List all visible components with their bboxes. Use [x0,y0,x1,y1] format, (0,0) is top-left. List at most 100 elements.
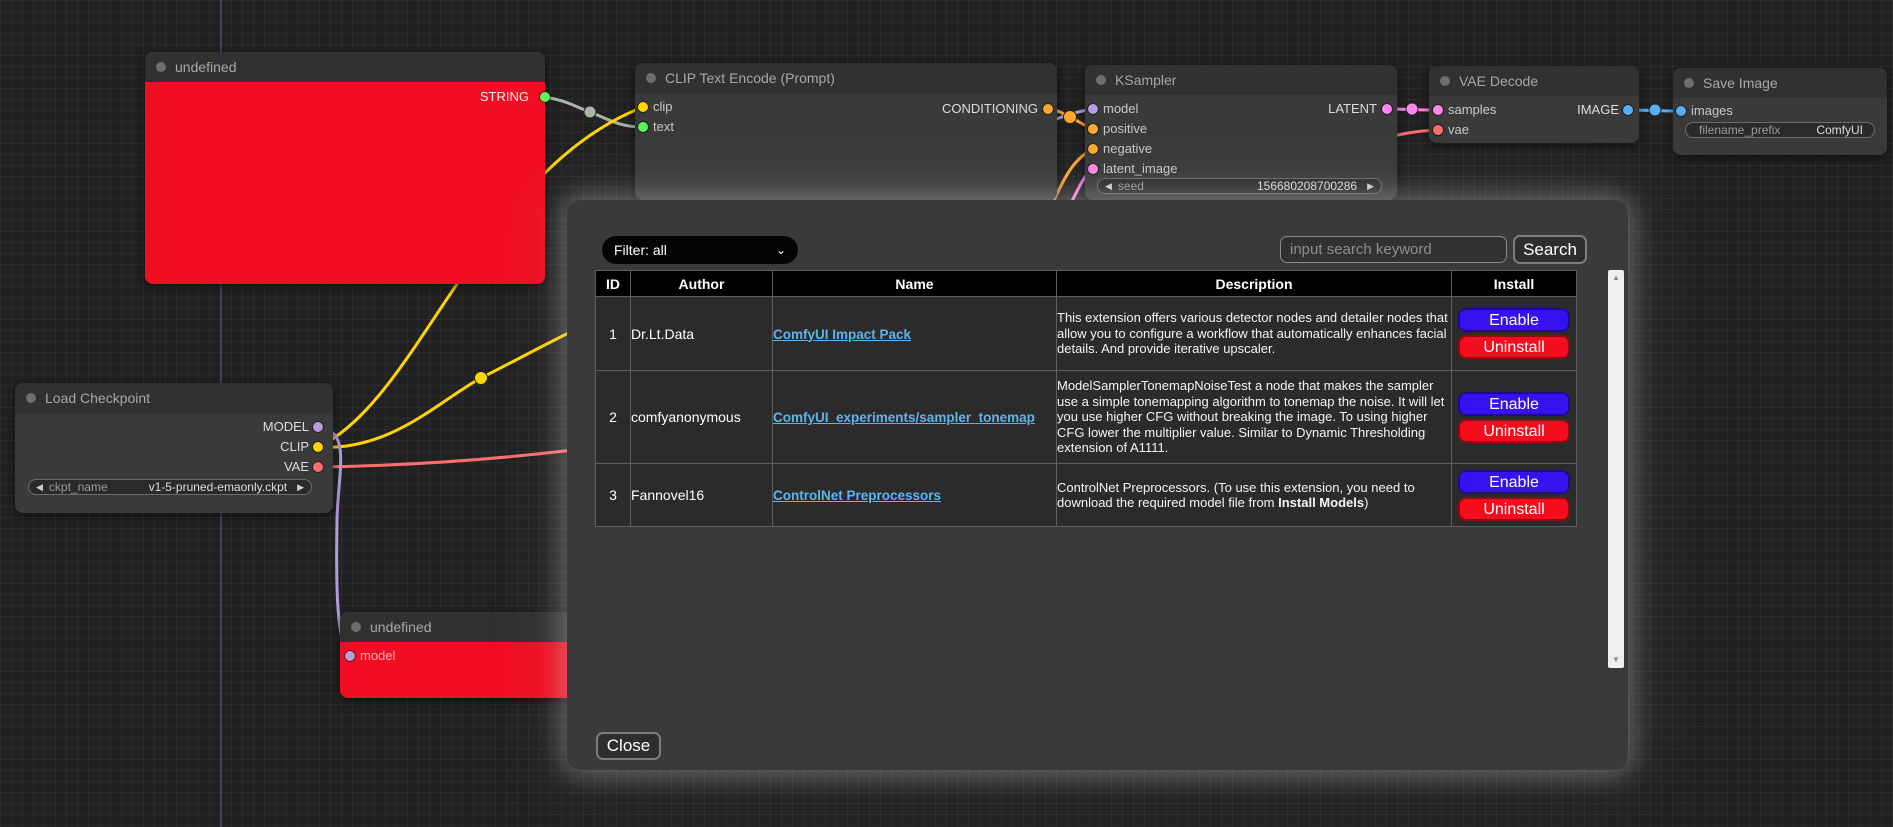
reroute-dot-conditioning[interactable] [1063,110,1077,124]
node-body [1429,96,1639,143]
extension-table: ID Author Name Description Install 1 Dr.… [595,270,1577,527]
cell-id: 3 [595,463,631,527]
output-label: VAE [283,459,309,474]
input-label: positive [1103,121,1148,136]
node-body [635,93,1057,200]
node-title-bar[interactable]: undefined [340,612,580,642]
increment-arrow-icon[interactable]: ▶ [1367,181,1374,191]
input-slot-latent-image[interactable] [1088,164,1098,174]
node-body [15,413,333,513]
search-button[interactable]: Search [1513,235,1587,264]
cell-description: ControlNet Preprocessors. (To use this e… [1056,463,1452,527]
input-label: model [1103,101,1139,116]
node-status-dot-icon [156,62,166,72]
node-ksampler[interactable]: KSampler model positive negative latent_… [1085,65,1397,200]
extension-link[interactable]: ControlNet Preprocessors [773,488,942,503]
output-slot-string[interactable] [540,92,550,102]
output-slot-conditioning[interactable] [1043,104,1053,114]
node-title: undefined [370,619,432,635]
widget-name: ckpt_name [48,480,108,494]
node-body-error [340,642,580,698]
output-slot-clip[interactable] [313,442,323,452]
reroute-dot-string[interactable] [583,105,597,119]
node-status-dot-icon [1684,78,1694,88]
node-title-bar[interactable]: Save Image [1673,68,1887,98]
header-description: Description [1056,270,1452,297]
enable-button[interactable]: Enable [1458,469,1570,494]
input-slot-text[interactable] [638,122,648,132]
input-label: clip [653,99,673,114]
input-slot-vae[interactable] [1433,125,1443,135]
decrement-arrow-icon[interactable]: ◀ [1105,181,1112,191]
cell-install: Enable Uninstall [1451,296,1577,371]
table-header-row: ID Author Name Description Install [595,270,1577,297]
header-author: Author [630,270,773,297]
scroll-up-icon[interactable]: ▲ [1612,273,1620,282]
node-title: KSampler [1115,72,1177,88]
scroll-down-icon[interactable]: ▼ [1612,655,1620,664]
cell-author: comfyanonymous [630,370,773,464]
node-load-checkpoint[interactable]: Load Checkpoint MODEL CLIP VAE ◀ ckpt_na… [15,383,333,513]
output-label: CONDITIONING [941,101,1038,116]
reroute-dot-image[interactable] [1648,103,1662,117]
widget-name: seed [1117,179,1144,193]
search-input[interactable] [1280,236,1507,263]
output-label: IMAGE [1577,102,1619,117]
cell-description: This extension offers various detector n… [1056,296,1452,371]
output-slot-image[interactable] [1623,105,1633,115]
seed-stepper[interactable]: ◀ seed 156680208700286 ▶ [1097,178,1382,194]
enable-button[interactable]: Enable [1458,391,1570,416]
node-save-image[interactable]: Save Image images filename_prefix ComfyU… [1673,68,1887,155]
enable-button[interactable]: Enable [1458,308,1570,332]
node-status-dot-icon [26,393,36,403]
node-title-bar[interactable]: undefined [145,52,545,82]
filter-select[interactable]: Filter: all ⌄ [602,236,798,264]
input-slot-images[interactable] [1676,106,1686,116]
input-slot-model[interactable] [345,651,355,661]
input-slot-negative[interactable] [1088,144,1098,154]
output-slot-model[interactable] [313,422,323,432]
node-undefined-top[interactable]: undefined STRING [145,52,550,284]
reroute-dot-clip[interactable] [474,371,488,385]
extension-link[interactable]: ComfyUI Impact Pack [773,326,912,342]
uninstall-button[interactable]: Uninstall [1458,418,1570,443]
node-title-bar[interactable]: VAE Decode [1429,66,1639,96]
node-title: VAE Decode [1459,73,1539,89]
ckpt-name-selector[interactable]: ◀ ckpt_name v1-5-pruned-emaonly.ckpt ▶ [28,479,312,495]
cell-install: Enable Uninstall [1451,370,1577,464]
input-label: images [1691,103,1733,118]
node-undefined-bottom[interactable]: undefined model [340,612,580,698]
node-status-dot-icon [646,73,656,83]
cell-author: Dr.Lt.Data [630,296,773,371]
output-label: MODEL [262,419,309,434]
increment-arrow-icon[interactable]: ▶ [297,482,304,492]
uninstall-button[interactable]: Uninstall [1458,496,1570,521]
extension-link[interactable]: ComfyUI_experiments/sampler_tonemap [773,410,1035,425]
input-slot-positive[interactable] [1088,124,1098,134]
cell-description: ModelSamplerTonemapNoiseTest a node that… [1056,370,1452,464]
node-clip-text-encode[interactable]: CLIP Text Encode (Prompt) clip text COND… [635,63,1057,200]
decrement-arrow-icon[interactable]: ◀ [36,482,43,492]
output-slot-vae[interactable] [313,462,323,472]
filter-selected-value: Filter: all [614,242,667,258]
extension-manager-dialog: Filter: all ⌄ Search ID Author Name Desc… [567,200,1628,770]
node-title-bar[interactable]: Load Checkpoint [15,383,333,413]
filename-prefix-widget[interactable]: filename_prefix ComfyUI [1685,122,1875,138]
input-label: vae [1448,122,1469,137]
input-slot-samples[interactable] [1433,105,1443,115]
output-label: LATENT [1328,101,1377,116]
input-slot-model[interactable] [1088,104,1098,114]
uninstall-button[interactable]: Uninstall [1458,335,1570,359]
table-row: 3 Fannovel16 ControlNet Preprocessors Co… [595,463,1577,527]
table-row: 2 comfyanonymous ComfyUI_experiments/sam… [595,370,1577,464]
table-scrollbar[interactable]: ▲ ▼ [1608,270,1624,668]
reroute-dot-latent[interactable] [1405,102,1419,116]
node-vae-decode[interactable]: VAE Decode samples vae IMAGE [1429,66,1639,143]
close-button[interactable]: Close [596,732,661,760]
input-label: text [653,119,674,134]
output-slot-latent[interactable] [1382,104,1392,114]
node-title-bar[interactable]: CLIP Text Encode (Prompt) [635,63,1057,93]
input-slot-clip[interactable] [638,102,648,112]
node-title-bar[interactable]: KSampler [1085,65,1397,95]
